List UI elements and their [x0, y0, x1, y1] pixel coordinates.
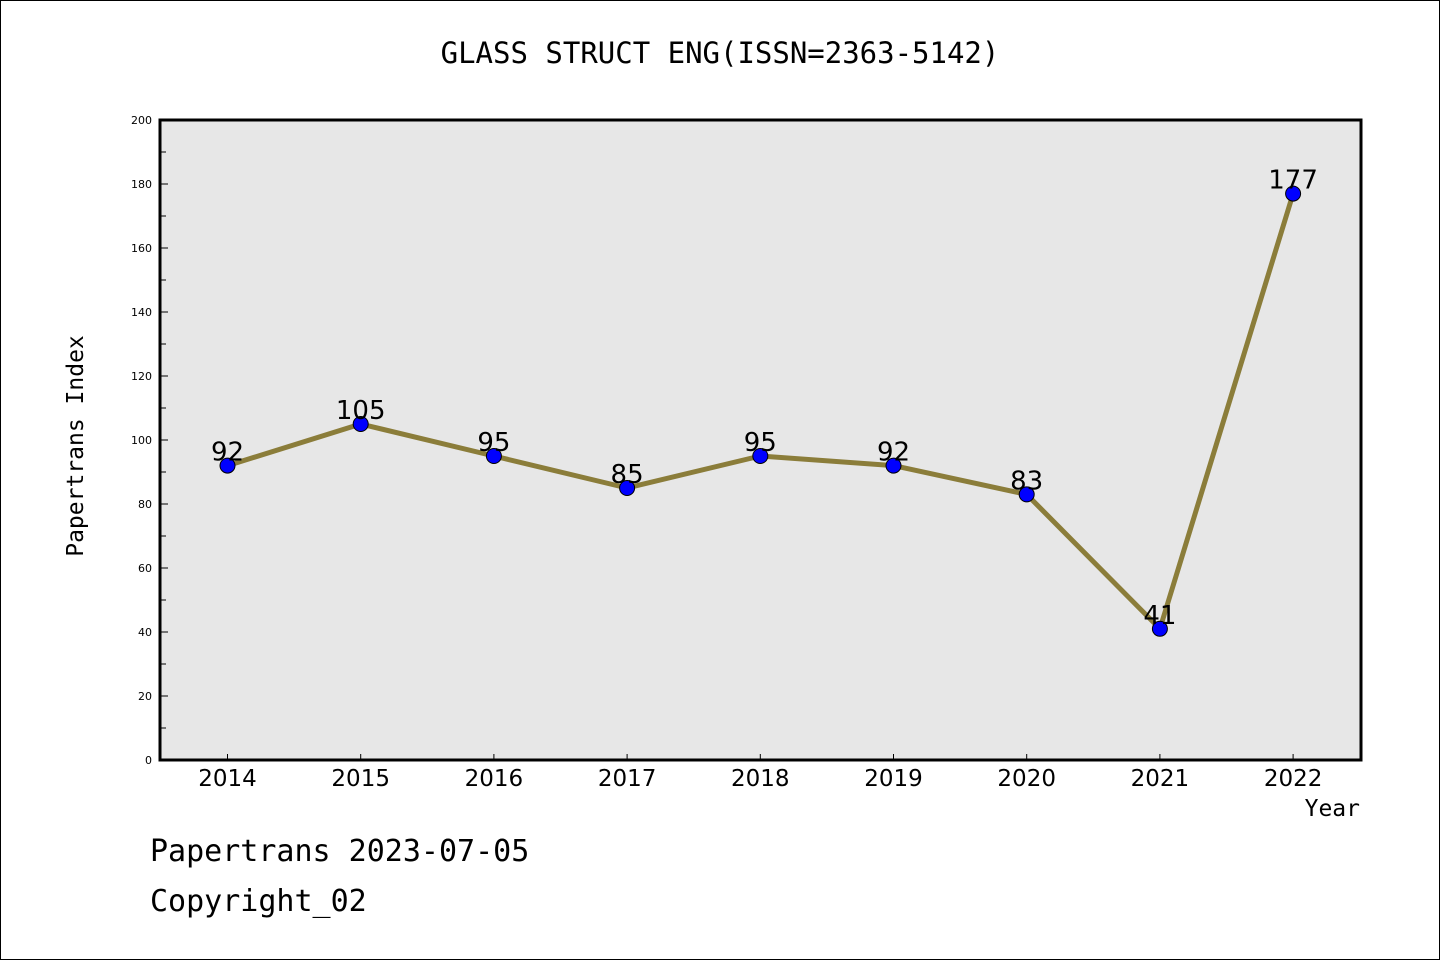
footer-copyright: Copyright_02: [150, 884, 367, 919]
data-label: 41: [1143, 601, 1176, 631]
x-tick-label: 2017: [598, 766, 657, 792]
data-label: 83: [1010, 466, 1043, 496]
y-tick-label: 100: [131, 434, 152, 447]
y-tick-label: 140: [131, 306, 152, 319]
x-axis-label: Year: [1304, 796, 1360, 822]
data-point: [219, 457, 236, 474]
data-point: [1151, 620, 1168, 637]
y-tick-label: 80: [138, 498, 152, 511]
x-tick-label: 2015: [331, 766, 390, 792]
y-tick-label: 200: [131, 114, 152, 127]
x-tick-label: 2016: [465, 766, 524, 792]
data-label: 105: [336, 396, 386, 426]
x-tick-label: 2020: [997, 766, 1056, 792]
y-tick-label: 160: [131, 242, 152, 255]
y-tick-label: 120: [131, 370, 152, 383]
x-tick-label: 2019: [864, 766, 923, 792]
data-point: [1285, 185, 1302, 202]
data-point: [1018, 486, 1035, 503]
y-tick-label: 60: [138, 562, 152, 575]
x-tick-label: 2021: [1131, 766, 1190, 792]
data-point: [619, 480, 636, 496]
plot-area: [158, 118, 1363, 762]
y-tick-label: 0: [145, 754, 152, 767]
data-label: 95: [477, 428, 510, 458]
data-point: [352, 416, 369, 432]
data-point: [885, 457, 902, 474]
x-tick-label: 2018: [731, 766, 790, 792]
y-tick-label: 40: [138, 626, 152, 639]
x-tick-label: 2022: [1264, 766, 1323, 792]
data-label: 85: [611, 460, 644, 490]
x-tick-label: 2014: [198, 766, 257, 792]
footer-date: Papertrans 2023-07-05: [150, 834, 530, 869]
y-tick-label: 180: [131, 178, 152, 191]
data-label: 95: [744, 428, 777, 458]
data-point: [485, 448, 502, 464]
y-tick-label: 20: [138, 690, 152, 703]
data-label: 92: [877, 438, 910, 468]
data-label: 177: [1268, 166, 1318, 196]
data-label: 92: [211, 438, 244, 468]
chart-title: GLASS STRUCT ENG(ISSN=2363-5142): [440, 36, 1000, 70]
data-point: [752, 448, 769, 464]
